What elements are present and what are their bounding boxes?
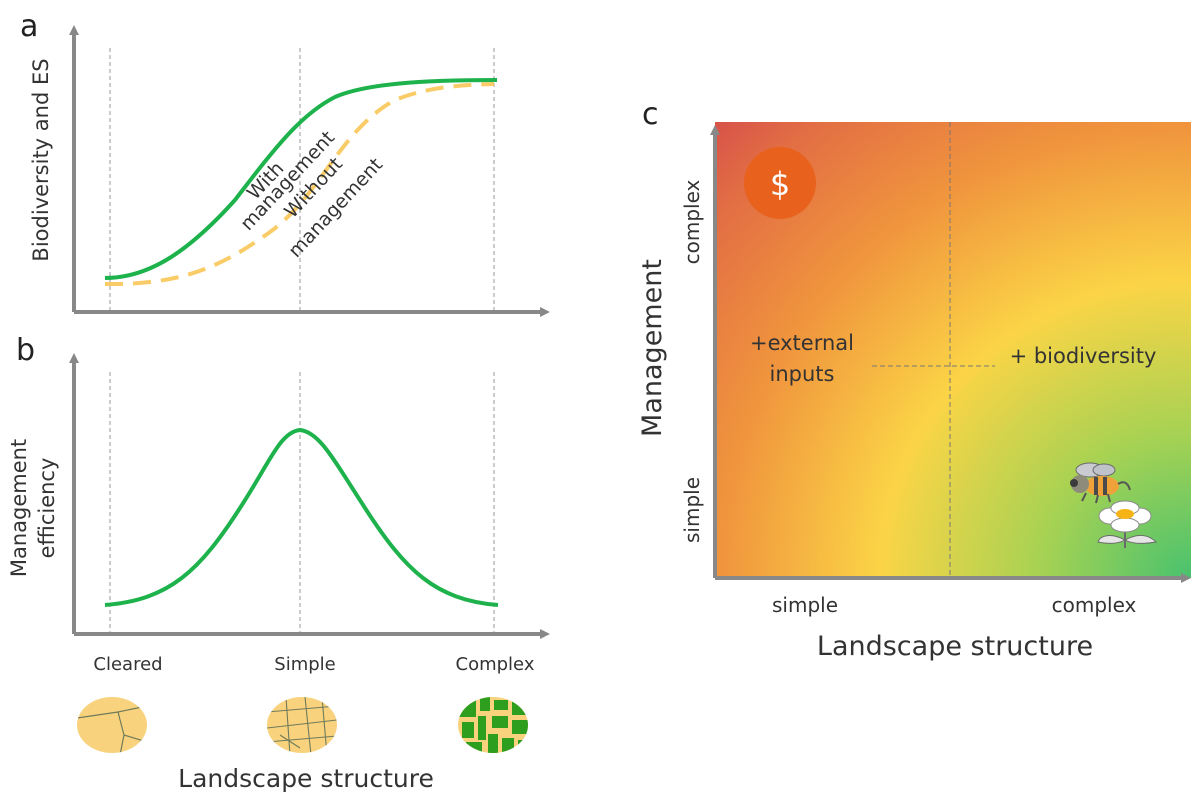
y-axis-label-a: Biodiversity and ES bbox=[29, 58, 53, 261]
y-axis-label-c: Management bbox=[637, 259, 668, 437]
x-tick-simple-c: simple bbox=[772, 593, 838, 617]
panel-a: a Biodiversity and ES With management Wi… bbox=[20, 9, 550, 317]
curve-management-efficiency bbox=[104, 427, 499, 607]
panel-a-letter: a bbox=[20, 9, 38, 44]
y-tick-simple: simple bbox=[680, 477, 704, 543]
panel-c-letter: c bbox=[642, 97, 659, 132]
panel-c: c Management complex simple simple compl… bbox=[637, 97, 1191, 662]
x-tick-complex: Complex bbox=[456, 654, 535, 675]
flower-icon bbox=[1097, 500, 1158, 548]
y-tick-complex: complex bbox=[680, 179, 704, 264]
panel-b-letter: b bbox=[16, 333, 35, 368]
x-tick-complex-c: complex bbox=[1052, 593, 1137, 617]
x-tick-cleared: Cleared bbox=[93, 654, 162, 675]
x-axis-label-c: Landscape structure bbox=[817, 631, 1093, 662]
right-label: + biodiversity bbox=[1010, 344, 1157, 368]
x-axis-label-b: Landscape structure bbox=[178, 764, 434, 793]
complex-landscape-icon bbox=[458, 697, 528, 753]
curve-without-management bbox=[104, 82, 495, 287]
simple-landscape-icon bbox=[267, 697, 337, 753]
dollar-icon: $ bbox=[744, 147, 816, 219]
cleared-landscape-icon bbox=[77, 697, 147, 753]
y-axis-label-b-line2: efficiency bbox=[35, 458, 59, 559]
dollar-symbol: $ bbox=[770, 165, 790, 203]
left-label-line2: inputs bbox=[770, 362, 835, 386]
y-axis-label-b-line1: Management bbox=[7, 439, 31, 577]
bee-icon bbox=[1070, 462, 1131, 504]
x-tick-simple: Simple bbox=[274, 654, 335, 675]
curve-with-management bbox=[104, 78, 498, 280]
left-label-line1: +external bbox=[750, 331, 854, 355]
panel-b: b Management efficiency Cleared Simple C… bbox=[7, 333, 550, 793]
